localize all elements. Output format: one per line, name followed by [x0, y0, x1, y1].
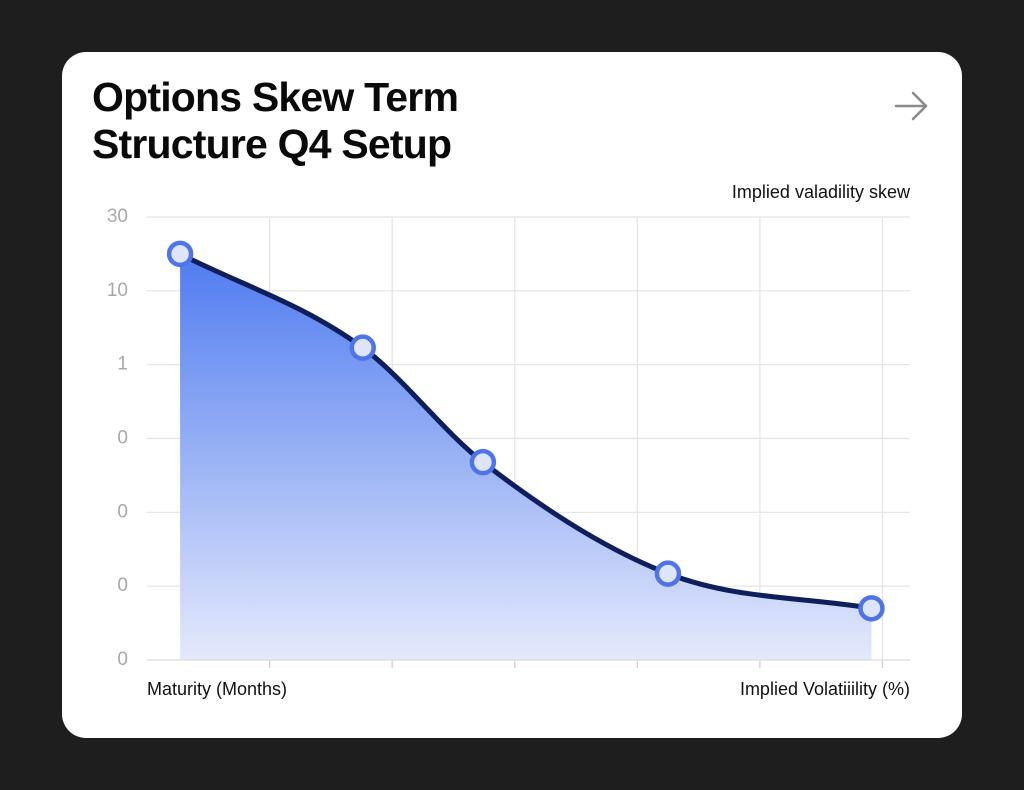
chart-title: Options Skew Term Structure Q4 Setup [92, 74, 459, 167]
point [349, 334, 376, 361]
point [166, 240, 194, 268]
point [654, 560, 682, 587]
y-tick-label: 0 [117, 501, 128, 522]
y-tick-label: 0 [117, 649, 128, 670]
y-tick-label: 0 [117, 575, 128, 596]
point [858, 595, 885, 622]
y-tick-label: 30 [107, 206, 128, 227]
y-tick-label: 10 [107, 280, 128, 301]
y-axis-label: Implied Volatiiility (%) [740, 679, 910, 699]
arrow-icon[interactable] [894, 91, 928, 121]
subtitle: Implied valadility skew [732, 182, 911, 202]
y-tick-label: 1 [117, 354, 128, 375]
area [180, 253, 872, 660]
point [469, 448, 497, 476]
y-tick-label: 0 [117, 428, 128, 449]
x-axis-label: Maturity (Months) [147, 679, 287, 699]
